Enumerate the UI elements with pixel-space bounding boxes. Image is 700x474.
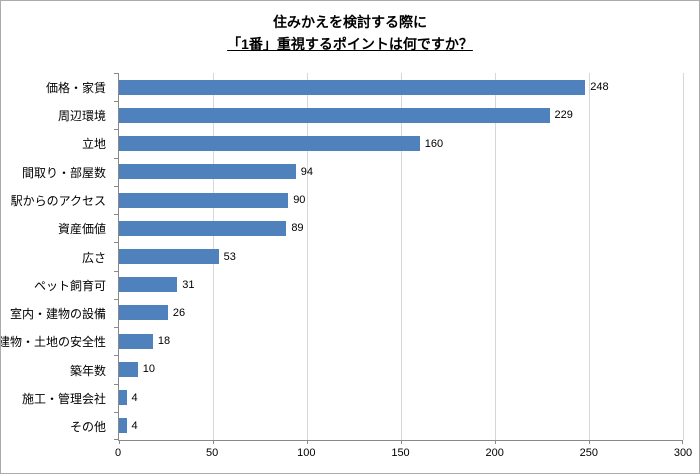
bar-row: 248: [119, 73, 683, 101]
bar: [119, 361, 138, 377]
category-label: 周辺環境: [57, 108, 106, 123]
bar: [119, 305, 168, 321]
category-label: 立地: [81, 137, 106, 152]
value-axis-label: 100: [297, 447, 316, 459]
value-tick: [119, 440, 120, 444]
category-axis-labels: 価格・家賃周辺環境立地間取り・部屋数駅からのアクセス資産価値広さペット飼育可室内…: [1, 73, 112, 441]
category-label: 広さ: [81, 250, 106, 265]
category-label: 間取り・部屋数: [21, 165, 106, 180]
value-tick: [682, 440, 683, 444]
value-label: 4: [131, 419, 138, 432]
category-tick: [114, 242, 119, 244]
value-axis-label: 250: [579, 447, 599, 459]
bar-row: 4: [119, 384, 683, 412]
category-label: 室内・建物の設備: [9, 307, 106, 322]
value-axis-label: 150: [391, 447, 410, 459]
value-label: 53: [223, 250, 236, 263]
bar-row: 160: [119, 129, 683, 157]
bar-row: 53: [119, 242, 683, 270]
category-tick: [114, 439, 119, 440]
bar-row: 26: [119, 299, 683, 327]
value-axis-label: 300: [673, 447, 693, 459]
bar-row: 229: [119, 101, 683, 129]
category-tick: [114, 214, 119, 216]
category-label: 建物・土地の安全性: [0, 335, 106, 350]
value-label: 89: [291, 222, 304, 235]
category-tick: [114, 73, 119, 74]
value-label: 94: [300, 165, 313, 178]
category-tick: [114, 355, 119, 357]
bar: [119, 333, 153, 349]
value-tick: [494, 440, 496, 444]
value-label: 160: [424, 137, 444, 150]
bar: [119, 220, 287, 236]
value-label: 18: [157, 335, 171, 348]
bar: [119, 164, 296, 180]
value-label: 10: [142, 363, 156, 376]
value-label: 248: [590, 81, 609, 94]
category-label: 駅からのアクセス: [10, 193, 106, 208]
value-axis-label: 0: [114, 447, 122, 459]
chart-title-line1: 住みかえを検討する際に: [273, 14, 427, 30]
value-tick: [401, 440, 402, 444]
bar: [119, 277, 178, 293]
bar-row: 90: [119, 186, 683, 214]
category-tick: [114, 298, 119, 300]
bar-row: 4: [119, 412, 683, 440]
value-axis-label: 200: [485, 447, 504, 459]
category-tick: [114, 383, 119, 385]
value-tick: [589, 440, 590, 444]
value-tick: [212, 440, 214, 444]
category-tick: [114, 101, 119, 103]
category-tick: [114, 185, 119, 187]
category-tick: [114, 157, 119, 159]
value-label: 31: [182, 278, 195, 291]
value-axis-labels: 0 50 100 150 200 250 300: [114, 447, 692, 461]
category-label: 施工・管理会社: [21, 392, 106, 407]
bar: [119, 249, 219, 265]
bar-row: 31: [119, 271, 683, 299]
grid-line: [495, 73, 496, 440]
grid-line: [589, 73, 590, 440]
bar: [119, 107, 550, 123]
chart-title-line2: 「1番」重視するポイントは何ですか？: [227, 36, 473, 52]
category-label: その他: [69, 420, 106, 435]
bar: [119, 136, 420, 152]
category-label: ペット飼育可: [33, 278, 106, 293]
bar-row: 10: [119, 355, 683, 383]
bar: [119, 192, 289, 208]
grid-line: [401, 73, 402, 440]
grid-line: [307, 73, 308, 440]
value-label: 4: [131, 391, 138, 404]
bar-row: 18: [119, 327, 683, 355]
value-label: 26: [172, 306, 186, 319]
plot-area: 248 229 160 94 90 89 53 31 26 18 10 4 4: [114, 73, 684, 444]
bar-rows: 248 229 160 94 90 89 53 31 26 18 10 4 4: [119, 73, 683, 440]
category-tick: [114, 270, 119, 272]
value-label: 229: [554, 109, 573, 122]
value-axis-label: 50: [206, 447, 219, 459]
bar-row: 89: [119, 214, 683, 242]
category-tick: [114, 411, 119, 413]
bar-row: 94: [119, 158, 683, 186]
category-tick: [114, 129, 119, 131]
grid-line: [683, 73, 684, 440]
bar: [119, 390, 127, 406]
chart-title: 住みかえを検討する際に 「1番」重視するポイントは何ですか？: [1, 11, 699, 55]
category-tick: [114, 327, 119, 329]
category-label: 資産価値: [57, 222, 106, 237]
category-label: 価格・家賃: [45, 80, 106, 95]
bar: [119, 418, 127, 434]
value-label: 90: [293, 194, 306, 207]
value-tick: [306, 440, 308, 444]
category-label: 築年数: [69, 363, 106, 378]
bar: [119, 79, 586, 95]
